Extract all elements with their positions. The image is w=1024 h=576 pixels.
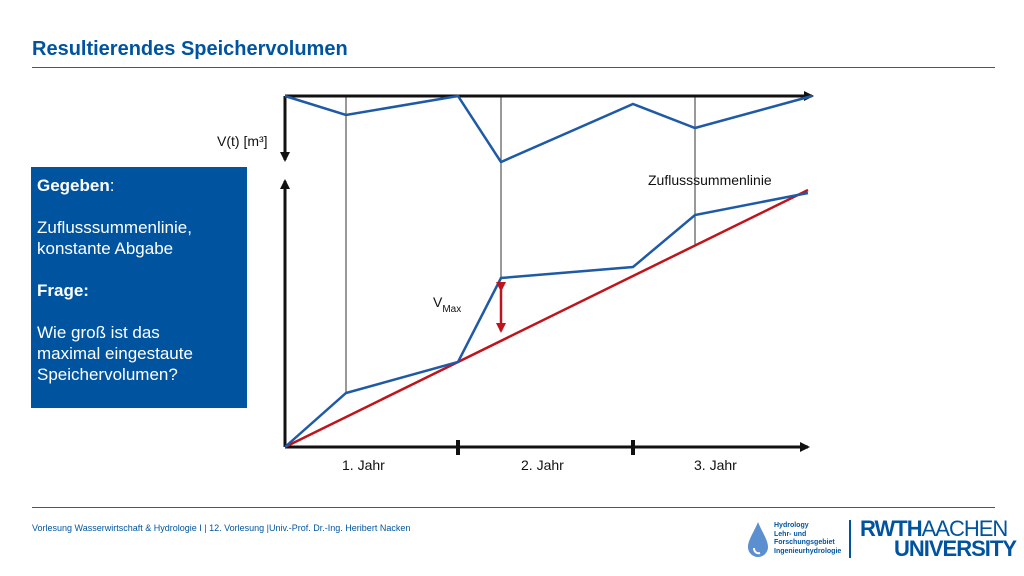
question-text-3: Speichervolumen?: [37, 365, 178, 384]
footer-divider: [32, 507, 995, 508]
vmax-main: V: [433, 294, 443, 310]
rwth-word: RWTH: [860, 516, 923, 541]
hydro-line-4: Ingenieurhydrologie: [774, 547, 842, 555]
slide-title: Resultierendes Speichervolumen: [32, 38, 348, 60]
footer-text: Vorlesung Wasserwirtschaft & Hydrologie …: [32, 523, 411, 533]
rwth-logo: RWTHAACHEN UNIVERSITY: [860, 516, 1017, 561]
given-heading: Gegeben:: [37, 175, 241, 196]
x-label-year-2: 2. Jahr: [521, 457, 564, 473]
x-label-year-3: 3. Jahr: [694, 457, 737, 473]
constant-outflow-line: [284, 188, 809, 449]
vmax-sub: Max: [442, 304, 461, 315]
aachen-word: AACHEN: [921, 516, 1009, 541]
water-drop-icon: [748, 522, 768, 557]
x-label-year-1: 1. Jahr: [342, 457, 385, 473]
given-text-2: konstante Abgabe: [37, 239, 174, 258]
inflow-cumulative-curve: [284, 191, 809, 448]
given-text-1: Zuflusssummenlinie,: [37, 218, 192, 237]
vmax-label: VMax: [433, 294, 461, 315]
question-label: Frage:: [37, 281, 89, 300]
university-word: UNIVERSITY: [894, 536, 1017, 561]
top-axis-label: V(t) [m³]: [217, 133, 268, 149]
logo-separator: [849, 520, 851, 558]
given-label: Gegeben: [37, 176, 110, 195]
header-divider: [32, 67, 995, 68]
top-difference-curve: [284, 94, 813, 164]
curve-label: Zuflusssummenlinie: [648, 172, 772, 188]
hydro-line-1: Hydrology: [774, 522, 809, 529]
given-colon: :: [109, 176, 115, 195]
info-box: Gegeben: Zuflusssummenlinie, konstante A…: [31, 167, 247, 408]
question-text-1: Wie groß ist das: [37, 323, 160, 342]
hydro-line-2: Lehr- und: [774, 530, 807, 538]
hydro-line-3: Forschungsgebiet: [774, 539, 835, 546]
question-text-2: maximal eingestaute: [37, 344, 193, 363]
hydrology-logo-text: Hydrology Lehr- und Forschungsgebiet Ing…: [774, 522, 841, 556]
